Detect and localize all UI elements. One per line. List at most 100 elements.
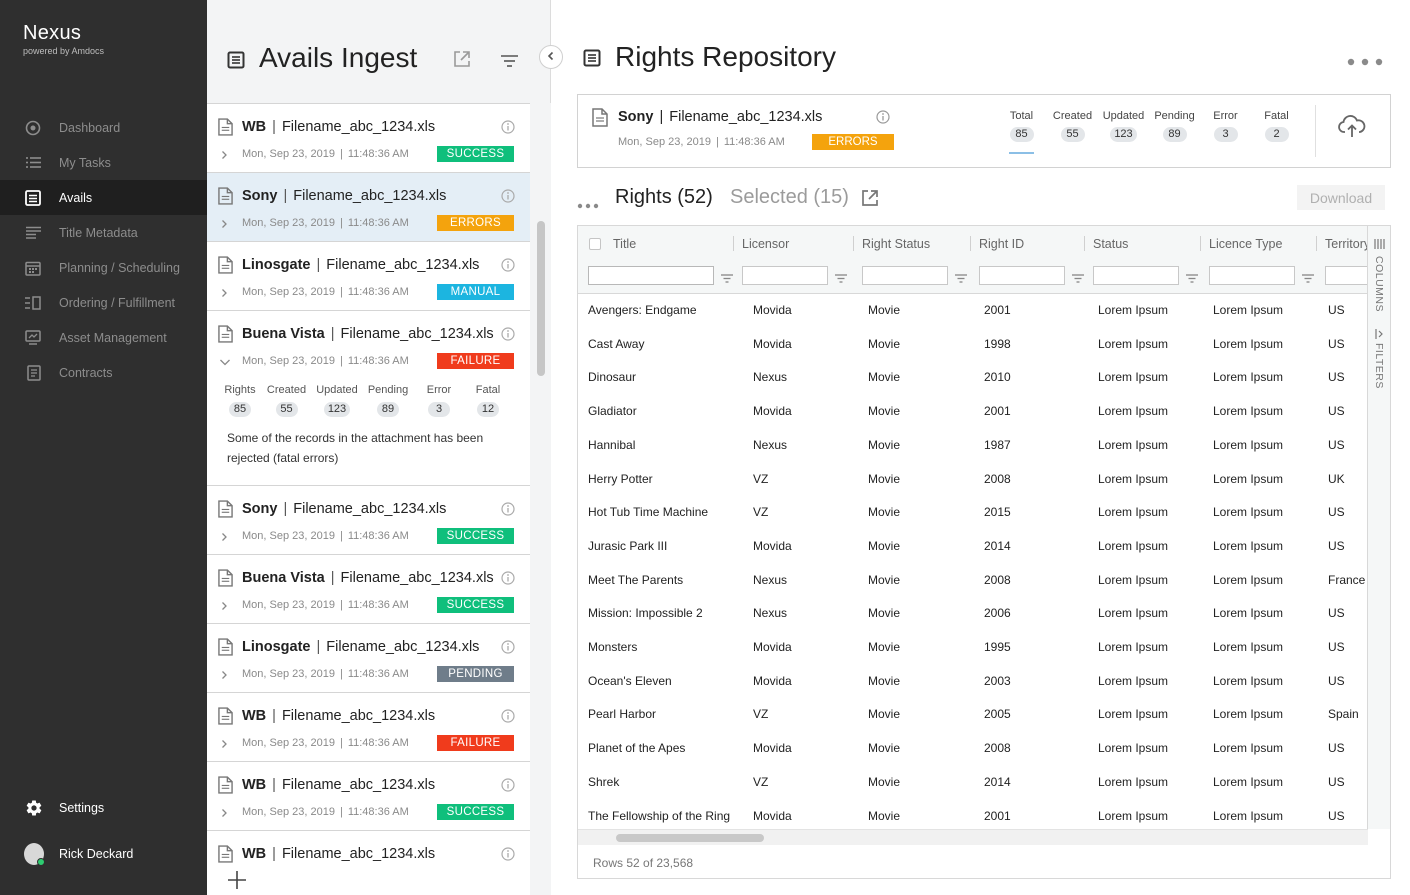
table-row[interactable]: Cast Away Movida Movie 1998 Lorem Ipsum Lorem… — [578, 328, 1368, 362]
table-row[interactable]: The Fellowship of the Ring Movida Movie 200… — [578, 800, 1368, 834]
column-resize-handle[interactable] — [1084, 236, 1085, 251]
table-row[interactable]: Ocean's Eleven Movida Movie 2003 Lorem Ipsum… — [578, 665, 1368, 699]
chevron-right-icon[interactable] — [219, 216, 229, 234]
add-icon[interactable] — [227, 870, 247, 895]
filters-tool[interactable]: FILTERS — [1373, 343, 1385, 389]
column-header-licensor[interactable]: Licensor — [742, 237, 790, 251]
filter-icon[interactable] — [835, 270, 847, 288]
chevron-right-icon[interactable] — [219, 805, 229, 823]
chevron-right-icon[interactable] — [219, 147, 229, 165]
column-resize-handle[interactable] — [853, 236, 854, 251]
info-icon[interactable] — [501, 502, 515, 521]
info-icon[interactable] — [501, 571, 515, 590]
column-filter-input[interactable] — [1209, 266, 1295, 285]
filter-icon[interactable] — [1072, 270, 1084, 288]
table-row[interactable]: Mission: Impossible 2 Nexus Movie 2006 Lorem… — [578, 597, 1368, 631]
ingest-card[interactable]: WB | Filename_abc_1234.xls Mon, Sep 23, 201… — [207, 762, 530, 831]
columns-tool[interactable]: COLUMNS — [1373, 256, 1385, 313]
chevron-down-icon[interactable] — [219, 354, 231, 372]
filter-icon[interactable] — [1302, 270, 1314, 288]
column-header-status[interactable]: Status — [1093, 237, 1129, 251]
user-profile[interactable]: Rick Deckard — [0, 839, 207, 869]
selected-count-tab[interactable]: Selected (15) — [730, 186, 849, 208]
ellipsis-icon[interactable] — [577, 196, 599, 214]
ingest-card[interactable]: WB | Filename_abc_1234.xls Mon, Sep 23, 201… — [207, 104, 530, 173]
chevron-right-icon[interactable] — [219, 598, 229, 616]
info-icon[interactable] — [501, 327, 515, 346]
column-filter-input[interactable] — [1325, 266, 1368, 285]
filters-icon[interactable] — [1374, 326, 1384, 344]
download-button[interactable]: Download — [1297, 185, 1385, 210]
ingest-card[interactable]: Linosgate | Filename_abc_1234.xls Mon, Sep … — [207, 624, 530, 693]
external-link-icon[interactable] — [452, 49, 472, 74]
ingest-card[interactable]: Buena Vista | Filename_abc_1234.xls Mon, Se… — [207, 311, 530, 486]
cloud-upload-icon[interactable] — [1338, 115, 1366, 144]
column-filter-input[interactable] — [1093, 266, 1179, 285]
chevron-right-icon[interactable] — [219, 529, 229, 547]
chevron-right-icon[interactable] — [219, 285, 229, 303]
summary-stat-error[interactable]: Error 3 — [1200, 110, 1251, 142]
info-icon[interactable] — [501, 847, 515, 866]
more-options-icon[interactable] — [1347, 53, 1383, 71]
info-icon[interactable] — [501, 258, 515, 277]
column-header-territory[interactable]: Territory — [1325, 237, 1368, 251]
filter-icon[interactable] — [955, 270, 967, 288]
sidebar-item-ordering-fulfillment[interactable]: Ordering / Fulfillment — [0, 285, 207, 320]
ingest-card[interactable]: Buena Vista | Filename_abc_1234.xls Mon, Se… — [207, 555, 530, 624]
ingest-card[interactable]: Sony | Filename_abc_1234.xls Mon, Sep 23, 2… — [207, 173, 530, 242]
filter-icon[interactable] — [501, 54, 518, 72]
ingest-card[interactable]: WB | Filename_abc_1234.xls — [207, 831, 530, 895]
column-header-title[interactable]: Title — [613, 237, 637, 251]
column-resize-handle[interactable] — [1200, 236, 1201, 251]
chevron-right-icon[interactable] — [219, 667, 229, 685]
ingest-card[interactable]: Sony | Filename_abc_1234.xls Mon, Sep 23, 2… — [207, 486, 530, 555]
table-row[interactable]: Hot Tub Time Machine VZ Movie 2015 Lorem Ips… — [578, 496, 1368, 530]
column-header-right-status[interactable]: Right Status — [862, 237, 931, 251]
ingest-scrollbar[interactable] — [532, 103, 551, 895]
columns-icon[interactable] — [1374, 236, 1385, 254]
info-icon[interactable] — [501, 120, 515, 139]
sidebar-item-contracts[interactable]: Contracts — [0, 355, 207, 390]
chevron-right-icon[interactable] — [219, 736, 229, 754]
table-row[interactable]: Planet of the Apes Movida Movie 2008 Lorem I… — [578, 732, 1368, 766]
summary-stat-fatal[interactable]: Fatal 2 — [1251, 110, 1302, 142]
info-icon[interactable] — [501, 189, 515, 208]
summary-stat-total[interactable]: Total 85 — [996, 110, 1047, 154]
sidebar-item-avails[interactable]: Avails — [0, 180, 207, 215]
filter-icon[interactable] — [721, 270, 733, 288]
table-row[interactable]: Monsters Movida Movie 1995 Lorem Ipsum Lorem … — [578, 631, 1368, 665]
summary-stat-pending[interactable]: Pending 89 — [1149, 110, 1200, 142]
ingest-card[interactable]: WB | Filename_abc_1234.xls Mon, Sep 23, 201… — [207, 693, 530, 762]
filter-icon[interactable] — [1186, 270, 1198, 288]
external-link-icon[interactable] — [860, 188, 880, 213]
table-row[interactable]: Gladiator Movida Movie 2001 Lorem Ipsum Lorem… — [578, 395, 1368, 429]
summary-stat-created[interactable]: Created 55 — [1047, 110, 1098, 142]
table-row[interactable]: Hannibal Nexus Movie 1987 Lorem Ipsum Lorem I… — [578, 429, 1368, 463]
settings-link[interactable]: Settings — [0, 793, 207, 823]
collapse-panel-button[interactable] — [539, 45, 563, 69]
table-row[interactable]: Herry Potter VZ Movie 2008 Lorem Ipsum Lorem … — [578, 463, 1368, 497]
column-header-right-id[interactable]: Right ID — [979, 237, 1025, 251]
column-resize-handle[interactable] — [1316, 236, 1317, 251]
info-icon[interactable] — [501, 709, 515, 728]
ingest-card[interactable]: Linosgate | Filename_abc_1234.xls Mon, Sep … — [207, 242, 530, 311]
info-icon[interactable] — [501, 778, 515, 797]
column-resize-handle[interactable] — [733, 236, 734, 251]
column-filter-input[interactable] — [742, 266, 828, 285]
info-icon[interactable] — [876, 110, 890, 129]
rights-count-tab[interactable]: Rights (52) — [615, 186, 713, 208]
summary-stat-updated[interactable]: Updated 123 — [1098, 110, 1149, 142]
info-icon[interactable] — [501, 640, 515, 659]
grid-scroll-thumb[interactable] — [616, 834, 764, 842]
table-row[interactable]: Pearl Harbor VZ Movie 2005 Lorem Ipsum Lorem … — [578, 698, 1368, 732]
sidebar-item-title-metadata[interactable]: Title Metadata — [0, 215, 207, 250]
sidebar-item-dashboard[interactable]: Dashboard — [0, 110, 207, 145]
column-filter-input[interactable] — [979, 266, 1065, 285]
brand[interactable]: Nexus powered by Amdocs — [23, 22, 104, 56]
select-all-checkbox[interactable] — [589, 238, 601, 250]
grid-horizontal-scrollbar[interactable] — [578, 829, 1368, 845]
table-row[interactable]: Avengers: Endgame Movida Movie 2001 Lorem Ip… — [578, 294, 1368, 328]
column-filter-input[interactable] — [588, 266, 714, 285]
ingest-scroll-thumb[interactable] — [537, 221, 545, 376]
column-filter-input[interactable] — [862, 266, 948, 285]
